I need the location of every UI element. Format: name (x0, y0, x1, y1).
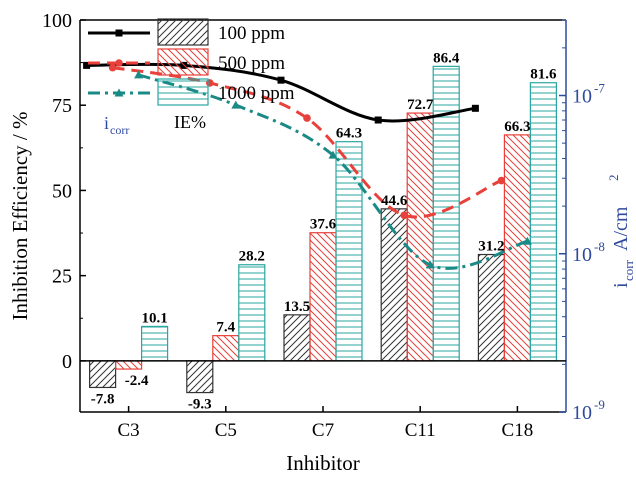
annotation-icorr-sub: corr (110, 123, 129, 137)
legend-swatch-500-ppm (157, 48, 209, 76)
point-100-ppm-C11 (374, 116, 382, 124)
data-label-100-ppm-C7: 13.5 (284, 299, 310, 315)
y-tick-label-0: 0 (62, 351, 72, 373)
legend-label-500-ppm: 500 ppm (218, 53, 285, 74)
bar-100-ppm-C3 (88, 360, 117, 389)
bar-500-ppm-C11 (406, 112, 434, 362)
data-label-1000-ppm-C3: 10.1 (141, 310, 167, 326)
legend-swatch-1000-ppm (157, 78, 209, 106)
point-500-ppm-C18 (497, 176, 506, 185)
data-label-1000-ppm-C5: 28.2 (239, 249, 265, 265)
point-1000-ppm-C3 (134, 70, 144, 79)
point-500-ppm-C7 (303, 114, 311, 122)
y2-title-base: i (610, 282, 632, 288)
point-100-ppm-C18 (471, 104, 479, 112)
data-label-500-ppm-C5: 7.4 (216, 320, 235, 336)
annotation-ie: IE% (174, 112, 206, 132)
data-label-500-ppm-C18: 66.3 (504, 119, 530, 135)
data-label-100-ppm-C18: 31.2 (478, 239, 504, 255)
y2-title-sup: 2 (606, 175, 621, 182)
legend: 100 ppm 500 ppm 1000 ppm (88, 18, 295, 106)
legend-marker-square (115, 29, 123, 37)
annotation-icorr: i corr (104, 113, 129, 137)
bar-1000-ppm-C7 (335, 141, 363, 362)
data-label-1000-ppm-C18: 81.6 (530, 67, 557, 83)
y2-tick-label--9: 10 -9 (572, 397, 605, 424)
legend-marker-circle (115, 59, 123, 67)
y-tick-label-75: 75 (52, 95, 72, 117)
point-1000-ppm-C5 (231, 100, 241, 109)
x-tick-label-C7: C7 (312, 420, 334, 441)
bar-100-ppm-C5 (186, 360, 214, 394)
point-100-ppm-C7 (277, 76, 285, 84)
data-label-1000-ppm-C7: 64.3 (336, 126, 362, 142)
bar-1000-ppm-C5 (238, 264, 266, 362)
bar-1000-ppm-C3 (141, 325, 169, 362)
bar-500-ppm-C3 (114, 360, 143, 370)
y2-tick-base: 10 (572, 244, 592, 266)
bar-100-ppm-C18 (477, 253, 505, 362)
y2-tick-exponent: -9 (594, 397, 605, 412)
legend-swatch-100-ppm (157, 18, 209, 46)
data-label-100-ppm-C11: 44.6 (381, 193, 408, 209)
bar-100-ppm-C7 (283, 314, 311, 362)
y2-tick-exponent: -8 (594, 239, 605, 254)
lines-layer (83, 61, 532, 270)
x-tick-label-C18: C18 (502, 420, 534, 441)
y2-tick-base: 10 (572, 402, 592, 424)
x-axis-title: Inhibitor (286, 451, 360, 475)
bar-500-ppm-C18 (503, 134, 531, 362)
x-tick-label-C11: C11 (405, 420, 436, 441)
y-tick-label-50: 50 (52, 180, 72, 202)
bar-1000-ppm-C18 (529, 82, 558, 362)
bar-1000-ppm-C11 (432, 65, 460, 362)
x-tick-label-C5: C5 (215, 420, 237, 441)
y2-tick-base: 10 (572, 86, 592, 108)
point-1000-ppm-C11 (425, 260, 435, 269)
y2-tick-label--8: 10 -8 (572, 239, 605, 266)
point-1000-ppm-C7 (328, 150, 338, 159)
labels-layer: -7.8 -9.3 13.5 44.6 31.2 -2.4 7.4 37.6 72.7 66.3 1… (91, 50, 557, 412)
data-label-100-ppm-C5: -9.3 (188, 397, 212, 413)
data-label-1000-ppm-C11: 86.4 (433, 50, 460, 66)
data-label-500-ppm-C7: 37.6 (310, 217, 337, 233)
point-500-ppm-C11 (400, 211, 409, 220)
line-500-ppm (112, 66, 502, 219)
bars-layer (88, 65, 558, 394)
legend-label-1000-ppm: 1000 ppm (218, 83, 295, 104)
point-500-ppm-C3 (108, 63, 117, 72)
data-label-500-ppm-C11: 72.7 (407, 97, 434, 113)
point-100-ppm-C3 (83, 61, 91, 69)
y-axis-title: Inhibition Efficiency / % (8, 112, 32, 321)
data-label-500-ppm-C3: -2.4 (125, 373, 149, 389)
bar-500-ppm-C5 (212, 335, 240, 362)
y2-title-sub: corr (621, 259, 636, 281)
y-tick-label-25: 25 (52, 266, 72, 288)
legend-marker-triangle (114, 88, 124, 97)
annotation-icorr-base: i (104, 113, 109, 133)
point-1000-ppm-C18 (522, 236, 532, 245)
bar-500-ppm-C7 (309, 232, 337, 362)
data-label-100-ppm-C3: -7.8 (91, 391, 115, 407)
y-tick-label-100: 100 (42, 10, 72, 32)
y2-tick-exponent: -7 (594, 81, 605, 96)
legend-label-100-ppm: 100 ppm (218, 23, 285, 44)
x-tick-label-C3: C3 (118, 420, 140, 441)
y2-title-unit: A/cm (610, 206, 632, 251)
y2-tick-label--7: 10 -7 (572, 81, 605, 108)
